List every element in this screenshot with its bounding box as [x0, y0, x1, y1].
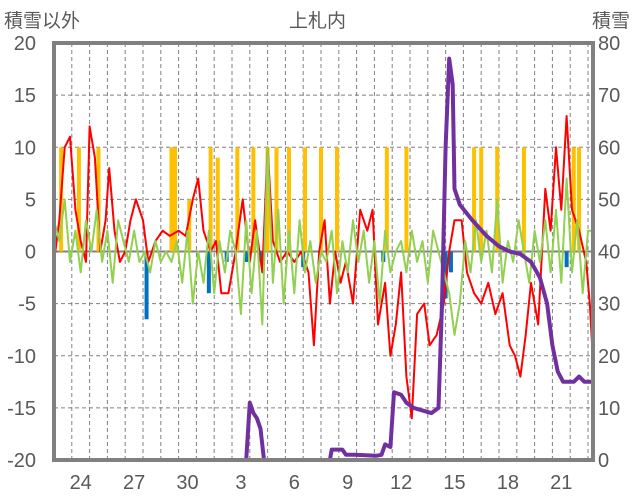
x-tick-label: 21 [550, 472, 572, 494]
left-tick-label: 0 [25, 242, 36, 264]
chart-title: 上札内 [289, 10, 347, 32]
right-tick-label: 80 [598, 33, 620, 55]
right-tick-label: 0 [598, 450, 609, 472]
left-tick-label: 10 [14, 137, 36, 159]
orange-bar [577, 147, 582, 252]
blue-bar [564, 251, 569, 268]
left-tick-label: -10 [7, 346, 36, 368]
orange-bar [169, 147, 174, 252]
orange-bar [187, 199, 192, 252]
x-tick-label: 6 [289, 472, 300, 494]
orange-bar [404, 147, 409, 252]
orange-bar [571, 147, 576, 252]
orange-bar [521, 147, 526, 252]
red-series [53, 115, 595, 420]
blue-bar [244, 251, 249, 262]
x-tick-label: 27 [123, 472, 145, 494]
blue-bar [448, 251, 453, 273]
right-tick-label: 60 [598, 137, 620, 159]
orange-bar [96, 147, 101, 252]
left-tick-label: 20 [14, 33, 36, 55]
orange-bar [208, 147, 213, 252]
orange-bar [319, 147, 323, 252]
orange-bar [274, 147, 279, 252]
orange-bar [479, 147, 484, 252]
right-tick-label: 10 [598, 398, 620, 420]
x-tick-label: 15 [443, 472, 465, 494]
orange-bar [335, 147, 340, 252]
orange-bar [472, 147, 477, 252]
series-lines [53, 56, 595, 462]
x-tick-label: 24 [70, 472, 92, 494]
x-tick-label: 12 [390, 472, 412, 494]
x-tick-label: 18 [497, 472, 519, 494]
orange-bar [76, 147, 81, 252]
right-tick-label: 20 [598, 346, 620, 368]
right-axis-title: 積雪 [592, 10, 631, 32]
right-tick-label: 30 [598, 294, 620, 316]
x-tick-label: 9 [342, 472, 353, 494]
left-tick-label: -20 [7, 450, 36, 472]
left-tick-label: -5 [18, 294, 36, 316]
left-tick-label: -15 [7, 398, 36, 420]
blue-bar [144, 251, 149, 320]
plot-frame [52, 41, 595, 462]
left-tick-label: 5 [25, 189, 36, 211]
right-tick-label: 50 [598, 189, 620, 211]
orange-bar [384, 147, 389, 252]
orange-bar [265, 147, 270, 252]
orange-bar [251, 147, 256, 252]
left-axis-title: 積雪以外 [4, 10, 81, 32]
x-tick-label: 3 [235, 472, 246, 494]
x-tick-label: 30 [176, 472, 198, 494]
right-tick-label: 70 [598, 85, 620, 107]
orange-bar [286, 147, 291, 252]
right-tick-label: 40 [598, 242, 620, 264]
blue-bar [443, 251, 448, 299]
left-tick-label: 15 [14, 85, 36, 107]
green-series [53, 146, 594, 336]
orange-bar [235, 147, 240, 252]
orange-bar [173, 147, 178, 252]
orange-bar [215, 157, 220, 252]
orange-bar [302, 147, 307, 252]
blue-bar [206, 251, 211, 294]
